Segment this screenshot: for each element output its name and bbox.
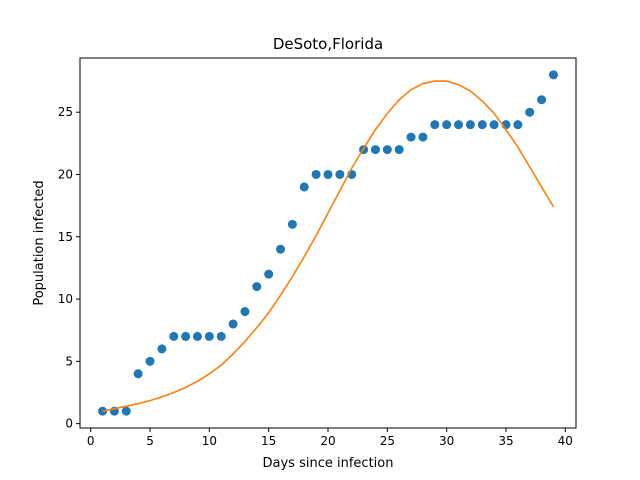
data-point bbox=[525, 107, 535, 117]
data-point bbox=[442, 120, 452, 130]
data-point bbox=[121, 406, 131, 416]
data-point bbox=[145, 356, 155, 366]
data-point bbox=[169, 331, 179, 341]
x-tick-label: 0 bbox=[87, 434, 95, 448]
y-tick-label: 0 bbox=[65, 417, 73, 431]
fit-curve-line bbox=[102, 80, 555, 412]
data-point bbox=[406, 132, 416, 142]
data-point bbox=[394, 145, 404, 155]
data-point bbox=[548, 70, 558, 80]
data-point bbox=[264, 269, 274, 279]
data-point bbox=[513, 120, 523, 130]
data-point bbox=[133, 369, 143, 379]
plot-area bbox=[98, 70, 558, 416]
y-tick-label: 15 bbox=[58, 230, 73, 244]
x-tick-label: 25 bbox=[380, 434, 395, 448]
data-point bbox=[335, 169, 345, 179]
data-point bbox=[299, 182, 309, 192]
data-point bbox=[252, 282, 262, 292]
x-tick-label: 35 bbox=[498, 434, 513, 448]
data-point bbox=[465, 120, 475, 130]
x-tick-label: 15 bbox=[261, 434, 276, 448]
data-point bbox=[192, 331, 202, 341]
axis-ticks: 0 5 10 15 20 25 30 35 40 0 5 10 15 20 25 bbox=[58, 105, 573, 448]
y-tick-label: 25 bbox=[58, 105, 73, 119]
data-point bbox=[454, 120, 464, 130]
x-tick-label: 20 bbox=[320, 434, 335, 448]
data-point bbox=[537, 95, 547, 105]
data-point bbox=[311, 169, 321, 179]
data-point bbox=[489, 120, 499, 130]
data-point bbox=[228, 319, 238, 329]
x-tick-label: 10 bbox=[202, 434, 217, 448]
x-tick-label: 30 bbox=[439, 434, 454, 448]
data-point bbox=[181, 331, 191, 341]
data-point bbox=[216, 331, 226, 341]
plot-frame bbox=[79, 57, 577, 429]
data-point bbox=[157, 344, 167, 354]
chart-title: DeSoto,Florida bbox=[273, 35, 383, 53]
x-tick-label: 5 bbox=[146, 434, 154, 448]
data-point bbox=[430, 120, 440, 130]
data-point bbox=[240, 307, 250, 317]
data-point bbox=[370, 145, 380, 155]
y-tick-label: 10 bbox=[58, 292, 73, 306]
x-tick-label: 40 bbox=[558, 434, 573, 448]
data-point bbox=[98, 406, 108, 416]
data-point bbox=[204, 331, 214, 341]
y-axis-label: Population infected bbox=[32, 180, 47, 305]
x-axis-label: Days since infection bbox=[263, 456, 394, 471]
data-point bbox=[287, 219, 297, 229]
data-point bbox=[418, 132, 428, 142]
y-tick-label: 20 bbox=[58, 167, 73, 181]
y-tick-label: 5 bbox=[65, 354, 73, 368]
data-point bbox=[382, 145, 392, 155]
data-point bbox=[276, 244, 286, 254]
data-point bbox=[477, 120, 487, 130]
data-point bbox=[323, 169, 333, 179]
